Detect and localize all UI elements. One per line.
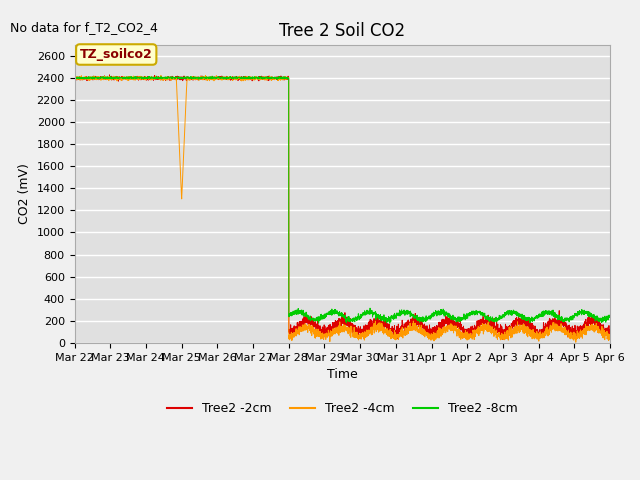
Tree2 -8cm bbox=[386, 320, 394, 326]
Tree2 -4cm bbox=[70, 75, 78, 81]
Text: No data for f_T2_CO2_4: No data for f_T2_CO2_4 bbox=[10, 21, 158, 34]
Tree2 -4cm bbox=[572, 339, 580, 345]
Tree2 -4cm bbox=[606, 336, 614, 342]
Tree2 -8cm bbox=[606, 313, 614, 319]
Tree2 -2cm bbox=[411, 317, 419, 323]
Legend: Tree2 -2cm, Tree2 -4cm, Tree2 -8cm: Tree2 -2cm, Tree2 -4cm, Tree2 -8cm bbox=[161, 397, 523, 420]
Tree2 -8cm bbox=[153, 73, 161, 79]
Tree2 -4cm bbox=[157, 72, 164, 78]
Tree2 -2cm bbox=[492, 328, 500, 334]
Tree2 -2cm bbox=[499, 336, 506, 342]
Tree2 -2cm bbox=[606, 328, 614, 334]
Tree2 -8cm bbox=[412, 314, 419, 320]
Tree2 -4cm bbox=[525, 328, 532, 334]
Tree2 -2cm bbox=[106, 72, 113, 78]
Tree2 -8cm bbox=[600, 316, 608, 322]
Tree2 -2cm bbox=[180, 75, 188, 81]
Tree2 -4cm bbox=[180, 136, 188, 142]
Tree2 -4cm bbox=[492, 335, 500, 341]
Tree2 -2cm bbox=[70, 75, 78, 81]
Tree2 -8cm bbox=[70, 75, 78, 81]
Title: Tree 2 Soil CO2: Tree 2 Soil CO2 bbox=[279, 22, 405, 40]
Line: Tree2 -8cm: Tree2 -8cm bbox=[74, 76, 610, 323]
Tree2 -8cm bbox=[525, 315, 532, 321]
Tree2 -4cm bbox=[600, 327, 608, 333]
Line: Tree2 -4cm: Tree2 -4cm bbox=[74, 75, 610, 342]
Tree2 -8cm bbox=[458, 315, 466, 321]
Tree2 -2cm bbox=[458, 326, 466, 332]
Tree2 -8cm bbox=[493, 314, 500, 320]
Y-axis label: CO2 (mV): CO2 (mV) bbox=[18, 163, 31, 224]
Line: Tree2 -2cm: Tree2 -2cm bbox=[74, 75, 610, 339]
Tree2 -2cm bbox=[525, 321, 532, 327]
Text: TZ_soilco2: TZ_soilco2 bbox=[80, 48, 152, 61]
Tree2 -8cm bbox=[180, 75, 188, 81]
Tree2 -2cm bbox=[600, 331, 608, 337]
Tree2 -4cm bbox=[458, 335, 466, 341]
X-axis label: Time: Time bbox=[327, 368, 358, 381]
Tree2 -4cm bbox=[411, 325, 419, 331]
